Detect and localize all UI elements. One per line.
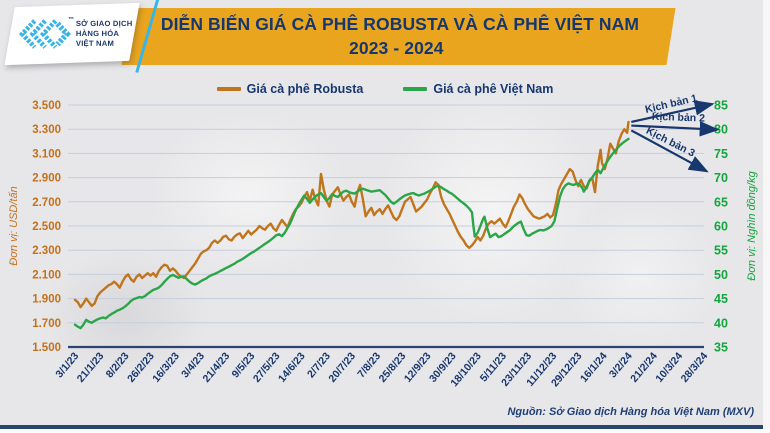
scenario-label-2: Kịch bản 2 [652, 111, 706, 125]
x-axis-tick-label: 16/3/23 [150, 350, 182, 385]
mxv-logo-text: SỞ GIAO DỊCH HÀNG HÓA VIỆT NAM [75, 19, 133, 48]
scenario-arrow-1 [631, 100, 715, 124]
left-axis-tick-label: 3.100 [32, 148, 61, 160]
vietnam-price-line [73, 137, 630, 330]
left-axis-tick-label: 1.500 [32, 342, 61, 354]
x-axis-tick-label: 20/7/23 [326, 350, 358, 385]
left-axis-tick-label: 2.300 [32, 245, 61, 257]
legend-item-robusta: Giá cà phê Robusta [216, 82, 363, 96]
x-axis-tick-label: 14/6/23 [276, 350, 308, 385]
page-title-line1: DIỄN BIẾN GIÁ CÀ PHÊ ROBUSTA VÀ CÀ PHÊ V… [161, 13, 640, 34]
scenario-arrow-3 [630, 129, 709, 173]
right-axis-tick-label: 60 [714, 220, 728, 234]
scenario-arrow-2 [631, 121, 720, 137]
page-title-line2: 2023 - 2024 [349, 37, 444, 58]
trademark-symbol: ™ [67, 17, 75, 24]
robusta-price-line [73, 120, 630, 309]
left-axis-tick-label: 2.700 [32, 197, 61, 209]
mxv-logo: ™ SỞ GIAO DỊCH HÀNG HÓA VIỆT NAM [4, 2, 140, 66]
x-axis-tick-label: 28/3/24 [679, 350, 711, 385]
right-axis-tick-label: 50 [714, 268, 728, 282]
bottom-navy-bar [0, 425, 763, 429]
chart-legend: Giá cà phê Robusta Giá cà phê Việt Nam [0, 82, 770, 96]
left-axis-tick-label: 1.700 [32, 318, 61, 330]
left-axis-tick-label: 2.900 [32, 173, 61, 185]
robusta-line-swatch [216, 87, 241, 91]
legend-item-vietnam: Giá cà phê Việt Nam [403, 82, 553, 96]
mxv-chevrons-icon [19, 19, 71, 49]
right-axis-tick-label: 75 [714, 147, 728, 161]
left-axis-title: Đơn vị: USD/tấn [8, 186, 20, 265]
x-axis-tick-label: 21/4/23 [201, 350, 233, 385]
bottom-white-strip [0, 428, 770, 433]
right-axis-tick-label: 65 [714, 195, 728, 209]
right-edge-strip [763, 0, 770, 433]
title-banner: DIỄN BIẾN GIÁ CÀ PHÊ ROBUSTA VÀ CÀ PHÊ V… [121, 8, 676, 65]
x-axis-tick-label: 21/1/23 [75, 350, 107, 385]
right-axis-tick-label: 35 [714, 341, 728, 355]
x-axis-tick-label: 16/1/24 [578, 350, 610, 385]
right-axis-tick-label: 55 [714, 244, 728, 258]
left-axis-tick-label: 3.500 [32, 100, 61, 112]
source-note: Nguồn: Sở Giao dịch Hàng hóa Việt Nam (M… [507, 406, 754, 418]
left-axis-tick-label: 1.900 [32, 294, 61, 306]
right-axis-tick-label: 45 [714, 292, 728, 306]
left-axis-tick-label: 2.100 [32, 269, 61, 281]
vietnam-line-swatch [403, 87, 428, 91]
left-axis-tick-label: 3.300 [32, 124, 61, 136]
right-axis-tick-label: 70 [714, 171, 728, 185]
right-axis-title: Đơn vị: Nghìn đồng/kg [746, 170, 758, 280]
right-axis-tick-label: 40 [714, 316, 728, 330]
left-axis-tick-label: 2.500 [32, 221, 61, 233]
right-axis-tick-label: 85 [714, 99, 728, 113]
